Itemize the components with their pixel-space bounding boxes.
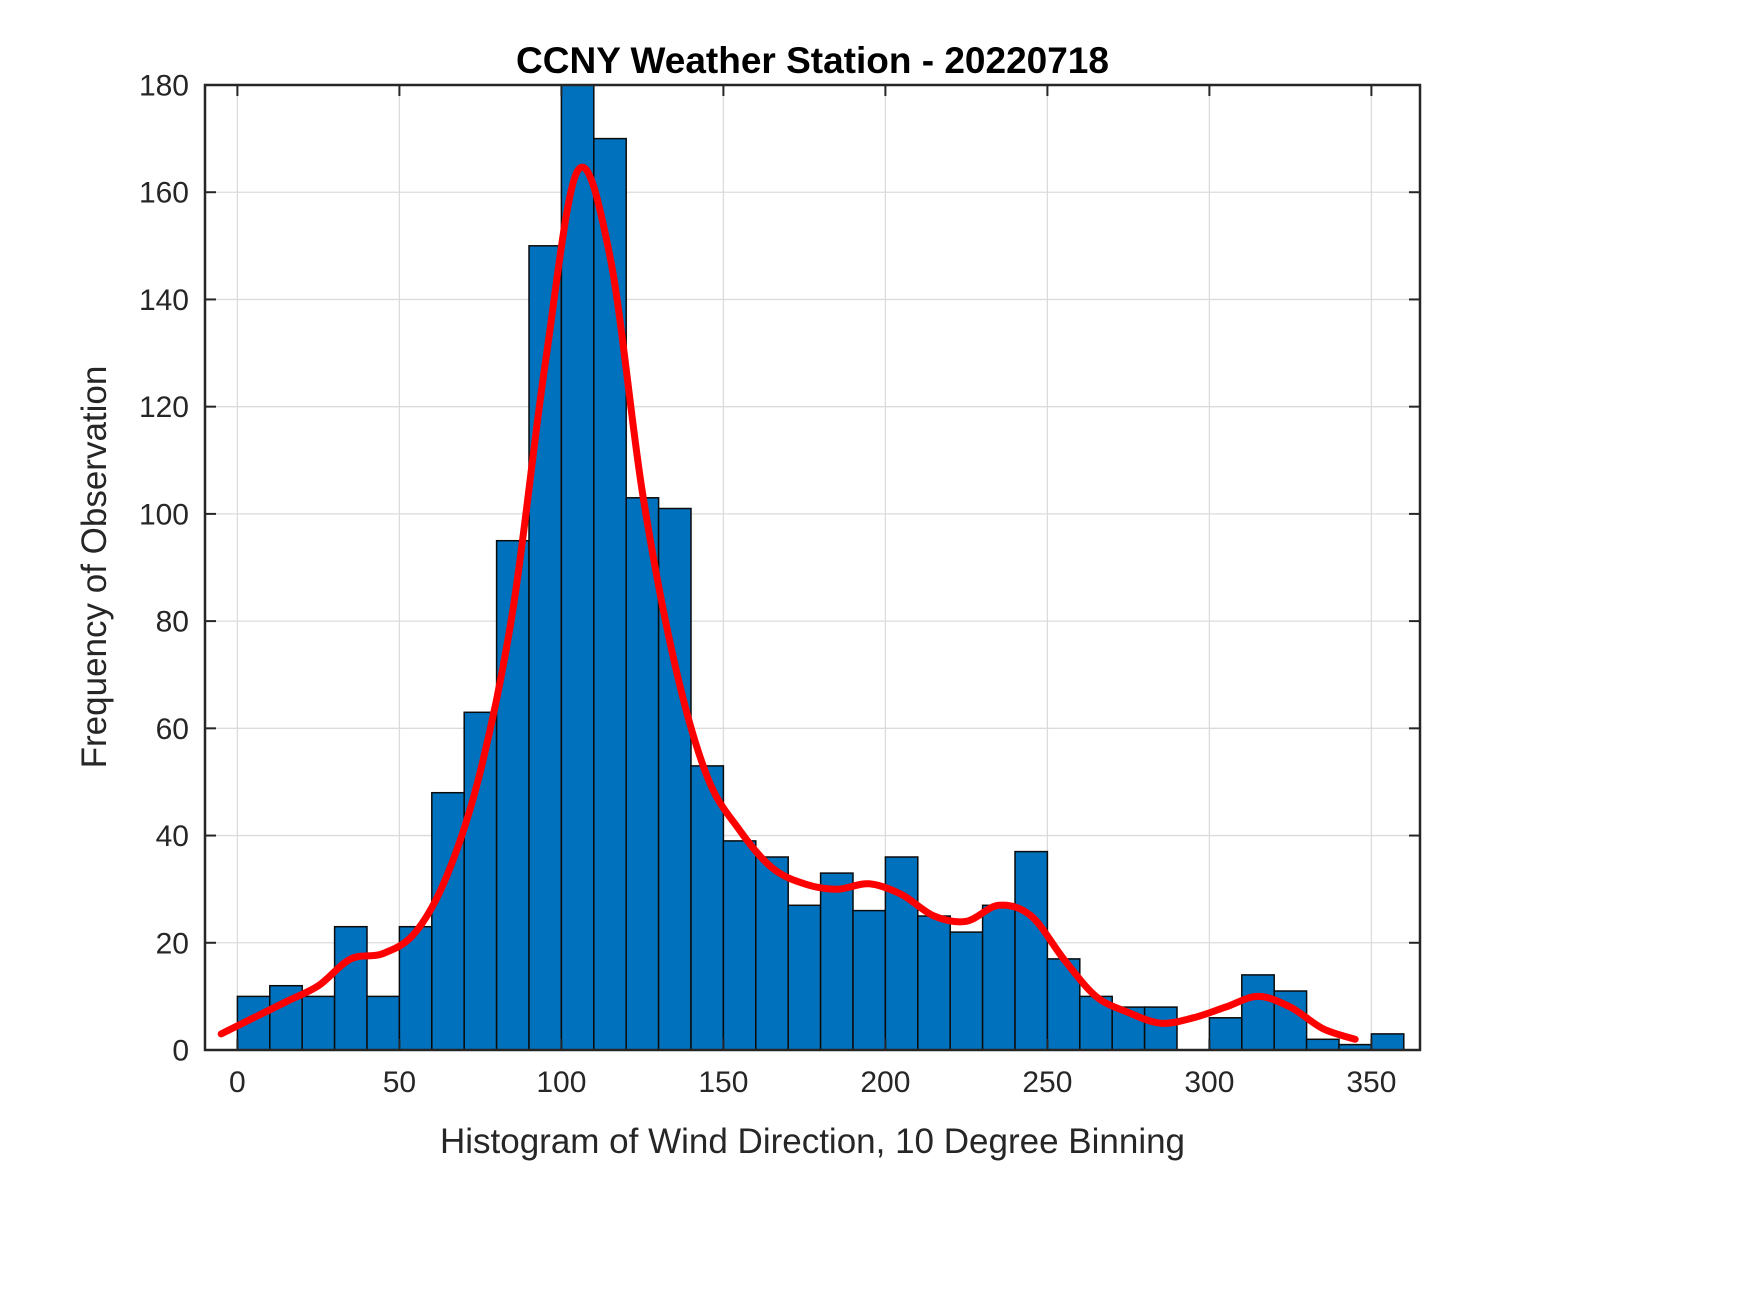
histogram-bar — [560, 84, 595, 1051]
histogram-bar — [1014, 850, 1049, 1051]
y-tick-label: 0 — [172, 1035, 189, 1068]
histogram-bar — [981, 904, 1016, 1051]
histogram-bar — [755, 856, 789, 1051]
histogram-bar — [431, 791, 465, 1051]
fit-curve — [217, 163, 1359, 1043]
histogram-bar — [301, 995, 336, 1051]
y-tick-label: 160 — [139, 177, 189, 210]
histogram-bar — [787, 904, 822, 1051]
y-tick-label: 20 — [156, 927, 189, 960]
histogram-bar — [1143, 1006, 1178, 1051]
histogram-bar — [1208, 1017, 1243, 1051]
y-tick-label: 60 — [156, 713, 189, 746]
histogram-bar — [852, 909, 887, 1051]
histogram-bar — [819, 872, 854, 1051]
bars-layer — [236, 84, 1405, 1051]
histogram-bar — [398, 925, 433, 1051]
x-tick-label: 200 — [860, 1066, 910, 1099]
x-axis-label: Histogram of Wind Direction, 10 Degree B… — [439, 1122, 1186, 1161]
tick-marks — [205, 84, 1420, 1051]
histogram-bar — [722, 840, 757, 1051]
histogram-bar — [917, 915, 951, 1051]
y-tick-label: 40 — [156, 820, 189, 853]
histogram-bar — [1370, 1033, 1405, 1051]
histogram-bar — [949, 931, 984, 1051]
x-tick-label: 250 — [1022, 1066, 1072, 1099]
x-tick-label: 350 — [1346, 1066, 1396, 1099]
histogram-bar — [657, 507, 692, 1051]
chart-title: CCNY Weather Station - 20220718 — [516, 40, 1109, 81]
x-tick-label: 150 — [698, 1066, 748, 1099]
histogram-bar — [1241, 974, 1275, 1051]
histogram-bar — [333, 925, 368, 1051]
y-tick-label: 100 — [139, 498, 189, 531]
axes-box — [203, 83, 1422, 1052]
x-tick-label: 100 — [536, 1066, 586, 1099]
x-tick-label: 50 — [383, 1066, 416, 1099]
histogram-bar — [366, 995, 401, 1051]
y-tick-label: 140 — [139, 284, 189, 317]
x-tick-label: 300 — [1184, 1066, 1234, 1099]
y-tick-label: 80 — [156, 606, 189, 639]
x-tick-label: 0 — [229, 1066, 246, 1099]
tick-labels: 0 50 100 150 200 250 300 350 0 20 40 60 80 100 120 140 1… — [139, 70, 1396, 1100]
y-tick-label: 180 — [139, 70, 189, 103]
y-tick-label: 120 — [139, 391, 189, 424]
histogram-bar — [593, 137, 627, 1051]
histogram-bar — [690, 765, 725, 1051]
histogram-bar — [1305, 1038, 1340, 1051]
histogram-bar — [625, 497, 660, 1051]
